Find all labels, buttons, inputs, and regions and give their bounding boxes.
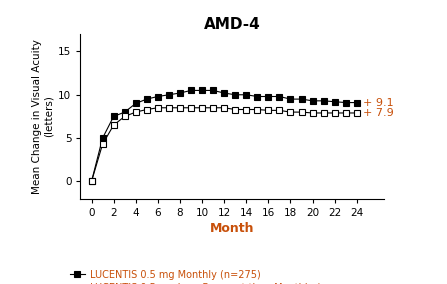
X-axis label: Month: Month xyxy=(210,222,255,235)
Y-axis label: Mean Change in Visual Acuity
(letters): Mean Change in Visual Acuity (letters) xyxy=(33,39,54,194)
Text: + 7.9: + 7.9 xyxy=(363,108,394,118)
Title: AMD-4: AMD-4 xyxy=(204,16,261,32)
Text: + 9.1: + 9.1 xyxy=(363,98,394,108)
Legend: LUCENTIS 0.5 mg Monthly (n=275), LUCENTIS 0.5 mg Less Frequent than Monthly (n=: LUCENTIS 0.5 mg Monthly (n=275), LUCENTI… xyxy=(70,270,334,284)
